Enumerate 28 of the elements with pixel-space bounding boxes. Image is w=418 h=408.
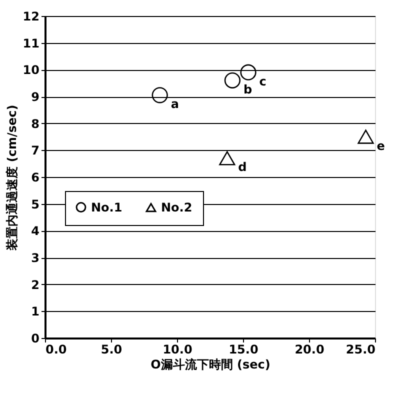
y-tick-label: 9	[31, 90, 40, 104]
annotation: a	[170, 97, 179, 112]
y-tick-label: 10	[22, 63, 40, 78]
legend-label: No.1	[91, 200, 122, 214]
x-tick-label: 15.0	[228, 342, 258, 356]
x-tick-label: 20.0	[294, 342, 324, 356]
y-tick-label: 0	[31, 332, 40, 346]
y-tick-label: 11	[22, 36, 40, 50]
y-tick-label: 3	[31, 251, 40, 265]
y-axis-title: 装置内通過速度 (cm/sec)	[4, 104, 19, 252]
x-tick-label: 0.0	[46, 342, 67, 356]
annotation: e	[376, 138, 385, 153]
y-tick-label: 5	[31, 197, 40, 212]
y-tick-label: 8	[31, 116, 40, 131]
x-tick-label: 10.0	[162, 342, 192, 356]
x-axis-title: O漏斗流下時間 (sec)	[150, 358, 270, 372]
x-tick-label: 25.0	[346, 342, 376, 356]
y-tick-label: 6	[31, 170, 40, 184]
x-tick-label: 5.0	[100, 342, 122, 356]
annotation: d	[238, 160, 247, 174]
legend-label: No.2	[161, 200, 192, 215]
annotation: b	[243, 82, 252, 96]
annotation: c	[259, 74, 266, 88]
y-tick-label: 4	[31, 224, 40, 238]
y-tick-label: 1	[31, 304, 40, 319]
y-tick-label: 2	[31, 278, 40, 292]
y-tick-label: 12	[22, 10, 40, 24]
y-tick-label: 7	[31, 144, 40, 158]
